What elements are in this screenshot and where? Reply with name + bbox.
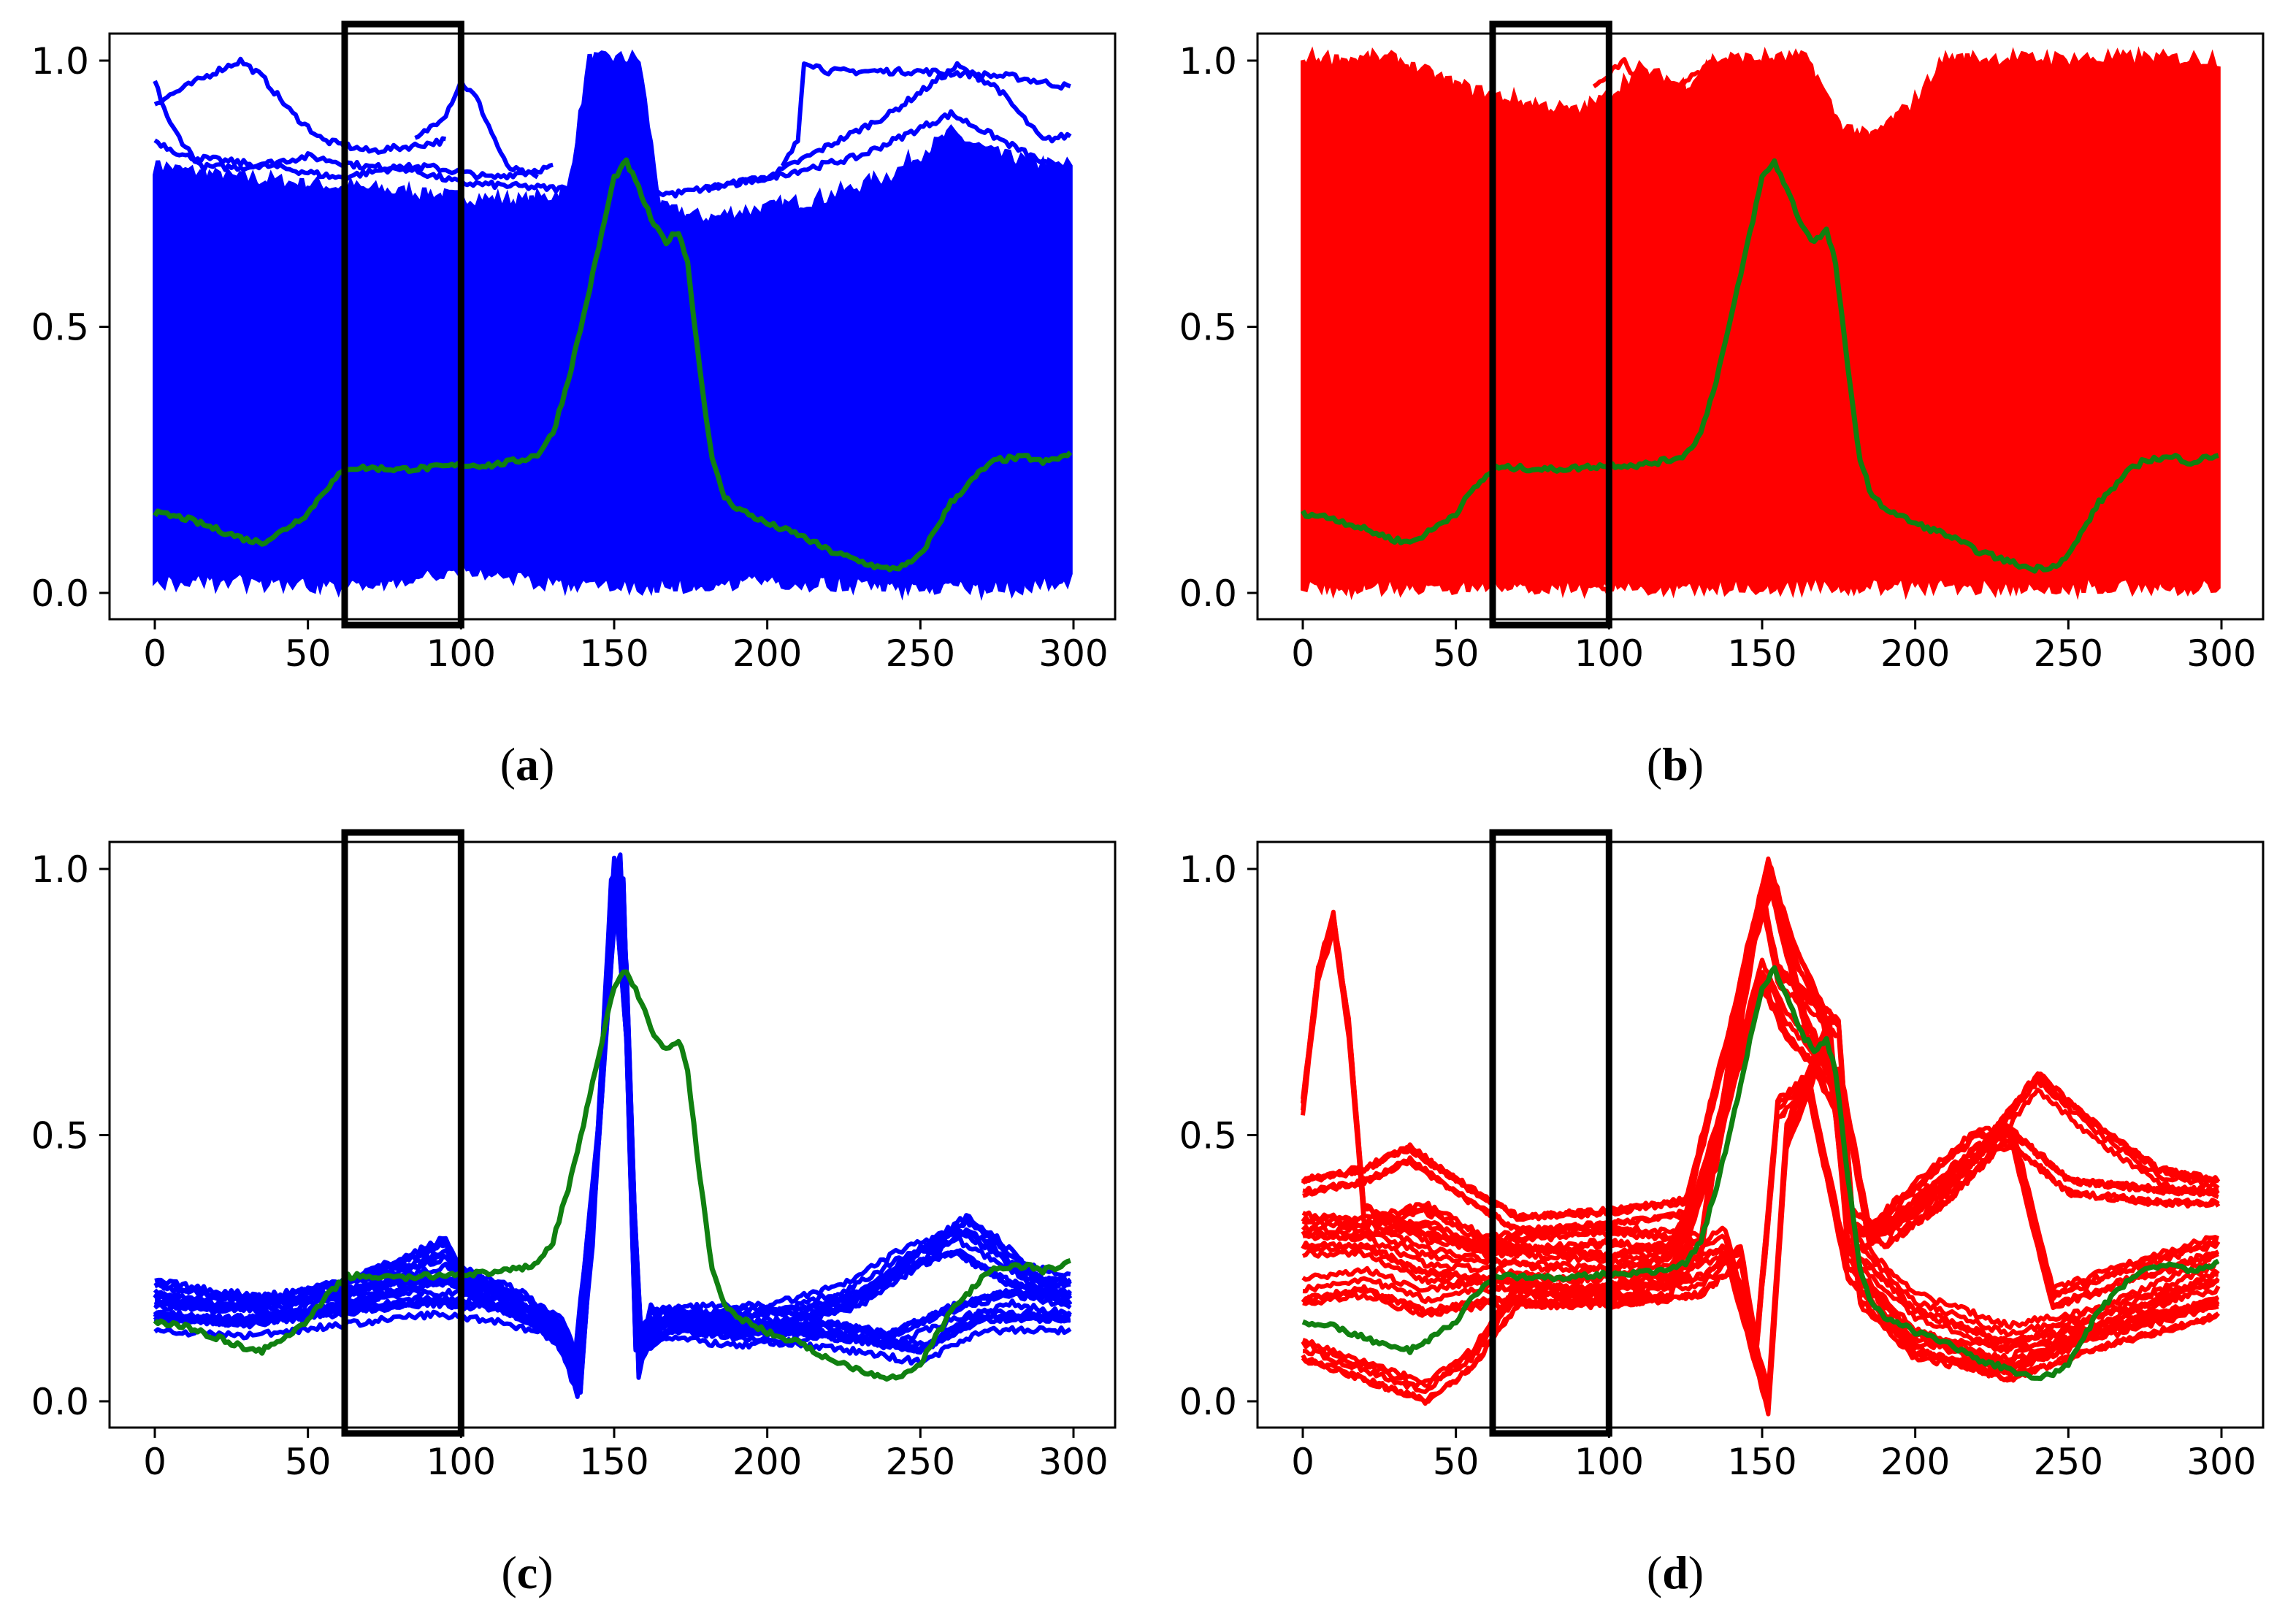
trace-line	[153, 881, 1072, 1379]
x-tick-label: 50	[285, 632, 332, 675]
trace-line	[1301, 884, 2220, 1260]
mean-trace-line	[1300, 158, 2219, 574]
caption-letter: c	[517, 1547, 537, 1598]
x-tick-label: 100	[426, 1441, 496, 1483]
mean-trace-line	[1301, 965, 2220, 1382]
trace-line	[1301, 889, 2219, 1309]
y-tick-label: 0.5	[31, 1115, 89, 1157]
x-tick-label: 0	[143, 632, 167, 675]
trace-line	[1301, 886, 2221, 1260]
x-tick-label: 200	[732, 632, 802, 675]
y-tick-label: 0.5	[31, 307, 89, 349]
caption-letter: b	[1662, 738, 1688, 790]
x-tick-label: 50	[1433, 632, 1480, 675]
caption-paren: (	[1647, 738, 1662, 790]
trace-line	[1301, 856, 2220, 1237]
x-tick-label: 100	[1574, 1441, 1644, 1483]
y-tick-label: 0.0	[1179, 1381, 1237, 1423]
y-tick-label: 1.0	[31, 849, 89, 891]
y-tick-label: 0.0	[31, 572, 89, 615]
trace-band	[1301, 46, 2221, 600]
y-tick-label: 1.0	[1179, 40, 1237, 83]
trace-line	[1301, 957, 2220, 1355]
x-tick-label: 300	[2186, 632, 2256, 675]
subplot-d: 0 50 100 150 200 250 300 0.0 0.5 1.0 (d)	[1179, 829, 2265, 1598]
subplot-a: 0 50 100 150 200 250 300 0.0 0.5 1.0 (a)	[31, 20, 1117, 790]
caption-paren: )	[1688, 1547, 1704, 1598]
caption-paren: (	[500, 738, 516, 790]
x-tick-label: 50	[285, 1441, 332, 1483]
x-tick-label: 100	[426, 632, 496, 675]
trace-line	[1302, 970, 2221, 1363]
trace-band	[153, 49, 1073, 601]
x-tick-label: 150	[579, 1441, 648, 1483]
x-tick-label: 150	[1727, 1441, 1796, 1483]
plot-area	[153, 49, 1073, 601]
trace-line	[1301, 870, 2219, 1292]
x-tick-label: 200	[1880, 632, 1950, 675]
highlight-window-box	[1489, 829, 1612, 1437]
caption-paren: (	[1647, 1547, 1662, 1598]
highlight-window-box	[341, 20, 464, 629]
x-tick-label: 250	[2034, 632, 2103, 675]
x-tick-label: 200	[732, 1441, 802, 1483]
subplot-caption: (d)	[1647, 1547, 1704, 1598]
x-tick-label: 300	[1038, 632, 1108, 675]
caption-letter: a	[516, 738, 539, 790]
x-tick-label: 250	[2034, 1441, 2103, 1483]
x-tick-label: 50	[1433, 1441, 1480, 1483]
y-tick-label: 0.0	[1179, 572, 1237, 615]
x-tick-label: 0	[143, 1441, 167, 1483]
caption-paren: )	[537, 1547, 553, 1598]
plot-area	[153, 852, 1073, 1399]
caption-paren: )	[539, 738, 554, 790]
mean-trace-line	[153, 157, 1073, 572]
highlight-window-box	[1489, 20, 1612, 629]
y-tick-label: 1.0	[1179, 849, 1237, 891]
caption-paren: (	[501, 1547, 516, 1598]
y-tick-label: 0.0	[31, 1381, 89, 1423]
trace-line	[1301, 891, 2220, 1311]
trace-line	[414, 78, 539, 180]
trace-line	[1485, 484, 1672, 598]
trace-line	[1592, 57, 1718, 117]
y-tick-label: 0.5	[1179, 307, 1237, 349]
trace-line	[780, 61, 1071, 167]
trace-line	[153, 80, 554, 181]
y-tick-label: 1.0	[31, 40, 89, 83]
subplot-caption: (b)	[1647, 738, 1704, 790]
mean-trace-line	[153, 969, 1071, 1382]
plot-area	[1301, 856, 2221, 1417]
trace-line	[154, 866, 1072, 1383]
x-tick-label: 0	[1291, 1441, 1314, 1483]
trace-line	[1302, 1073, 2220, 1385]
trace-line	[1301, 884, 2219, 1260]
x-tick-label: 100	[1574, 632, 1644, 675]
x-tick-label: 300	[2186, 1441, 2256, 1483]
trace-line	[153, 56, 447, 155]
x-tick-label: 300	[1038, 1441, 1108, 1483]
x-tick-label: 250	[886, 632, 955, 675]
x-tick-label: 0	[1291, 632, 1314, 675]
trace-line	[1301, 894, 2220, 1266]
trace-line	[1791, 59, 1948, 160]
highlight-window-box	[341, 829, 464, 1437]
x-tick-label: 250	[886, 1441, 955, 1483]
caption-paren: )	[1688, 738, 1704, 790]
plot-area	[1300, 46, 2221, 600]
x-tick-label: 200	[1880, 1441, 1950, 1483]
caption-letter: d	[1662, 1547, 1688, 1598]
subplot-c: 0 50 100 150 200 250 300 0.0 0.5 1.0 (c)	[31, 829, 1117, 1598]
x-tick-label: 150	[1727, 632, 1796, 675]
subplot-caption: (a)	[500, 738, 555, 790]
trace-line	[1301, 1015, 2219, 1395]
x-tick-label: 150	[579, 632, 648, 675]
subplot-b: 0 50 100 150 200 250 300 0.0 0.5 1.0 (b)	[1179, 20, 2265, 790]
subplot-caption: (c)	[501, 1547, 553, 1598]
y-tick-label: 0.5	[1179, 1115, 1237, 1157]
